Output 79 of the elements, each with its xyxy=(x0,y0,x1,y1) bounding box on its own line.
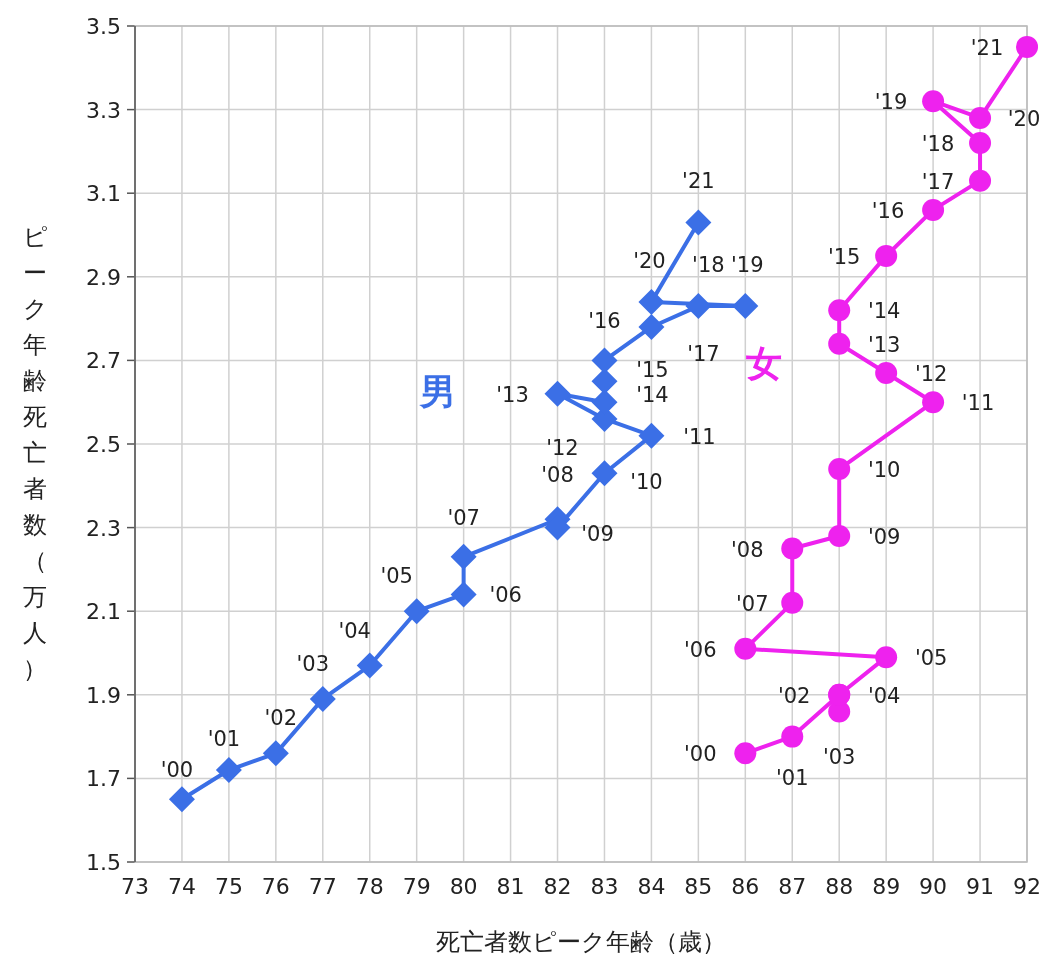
x-tick-label: 87 xyxy=(778,874,807,899)
x-tick-label: 89 xyxy=(872,874,901,899)
x-tick-label: 79 xyxy=(402,874,431,899)
annotation: '21 xyxy=(682,169,715,194)
x-tick-label: 82 xyxy=(543,874,572,899)
annotation: '05 xyxy=(380,564,413,589)
x-tick-label: 77 xyxy=(308,874,337,899)
annotation: '15 xyxy=(827,244,861,269)
x-tick-label: 75 xyxy=(214,874,243,899)
annotation: '10 xyxy=(630,470,663,495)
annotation: '00 xyxy=(684,742,717,767)
annotation: '12 xyxy=(914,361,948,386)
y-tick-label: 2.1 xyxy=(86,599,121,625)
x-tick-label: 84 xyxy=(637,874,666,899)
x-tick-label: 86 xyxy=(731,874,760,899)
x-tick-label: 74 xyxy=(167,874,196,899)
y-tick-label: 3.5 xyxy=(86,14,121,39)
annotation: '11 xyxy=(961,391,995,416)
x-tick-label: 81 xyxy=(496,874,525,899)
text: 男 xyxy=(418,370,456,412)
y-tick-label: 2.7 xyxy=(86,348,121,374)
x-tick-label: 73 xyxy=(121,874,149,899)
annotation: '09 xyxy=(581,521,614,546)
annotation: '14 xyxy=(867,299,901,324)
annotation: '18 xyxy=(921,132,955,157)
x-tick-label: 90 xyxy=(919,874,948,899)
x-axis-title: 死亡者数ピーク年齢（歳） xyxy=(436,928,726,956)
annotation: '17 xyxy=(921,169,955,194)
annotation: '06 xyxy=(489,583,522,608)
annotation: '10 xyxy=(867,458,901,483)
annotation: '15 xyxy=(636,358,669,383)
annotation: '13 xyxy=(496,382,529,407)
x-tick-label: 88 xyxy=(825,874,854,899)
x-tick-label: 91 xyxy=(966,874,995,899)
annotation: '07 xyxy=(447,505,480,530)
annotation: '21 xyxy=(970,35,1004,60)
annotation: '09 xyxy=(867,524,901,549)
annotation: '11 xyxy=(683,424,716,449)
annotation: '02 xyxy=(777,683,811,708)
annotation: '08 xyxy=(731,537,764,562)
x-tick-label: 83 xyxy=(590,874,619,899)
y-tick-label: 2.5 xyxy=(86,432,121,457)
annotation: '20 xyxy=(633,248,666,273)
y-tick-label: 3.1 xyxy=(86,181,121,207)
annotation: '04 xyxy=(338,618,371,643)
annotation: '05 xyxy=(914,646,948,671)
annotation: '07 xyxy=(736,591,769,616)
y-tick-label: 1.9 xyxy=(86,682,121,708)
x-tick-label: 85 xyxy=(684,874,713,899)
y-tick-label: 2.3 xyxy=(86,515,121,541)
annotation: '19 xyxy=(731,253,764,278)
text: ピーク年齢死亡者数（万人） xyxy=(22,223,48,683)
annotation: '20 xyxy=(1007,106,1041,131)
annotation: '14 xyxy=(636,383,669,408)
annotation: '03 xyxy=(822,744,856,769)
y-tick-label: 1.5 xyxy=(86,850,121,875)
annotation: '00 xyxy=(160,758,194,783)
annotation: '01 xyxy=(776,765,809,790)
annotation: '03 xyxy=(296,651,330,676)
x-tick-label: 78 xyxy=(355,874,384,899)
annotation: '17 xyxy=(687,341,720,366)
series-label: 女 xyxy=(746,342,783,384)
annotation: '19 xyxy=(874,90,908,115)
y-tick-label: 1.7 xyxy=(86,766,121,792)
annotation: '02 xyxy=(264,706,298,731)
x-tick-label: 92 xyxy=(1013,874,1041,899)
annotation: '08 xyxy=(541,463,574,488)
y-tick-label: 2.9 xyxy=(86,264,121,290)
y-tick-label: 3.3 xyxy=(86,97,121,123)
annotation: '18 xyxy=(692,253,725,278)
annotation: '13 xyxy=(867,332,901,357)
x-tick-label: 80 xyxy=(449,874,478,899)
annotation: '06 xyxy=(684,637,717,662)
annotation: '16 xyxy=(871,198,905,223)
x-tick-label: 76 xyxy=(261,874,290,899)
annotation: '01 xyxy=(207,727,241,752)
annotation: '12 xyxy=(546,435,579,460)
annotation: '16 xyxy=(588,309,621,334)
annotation: '04 xyxy=(867,683,901,708)
